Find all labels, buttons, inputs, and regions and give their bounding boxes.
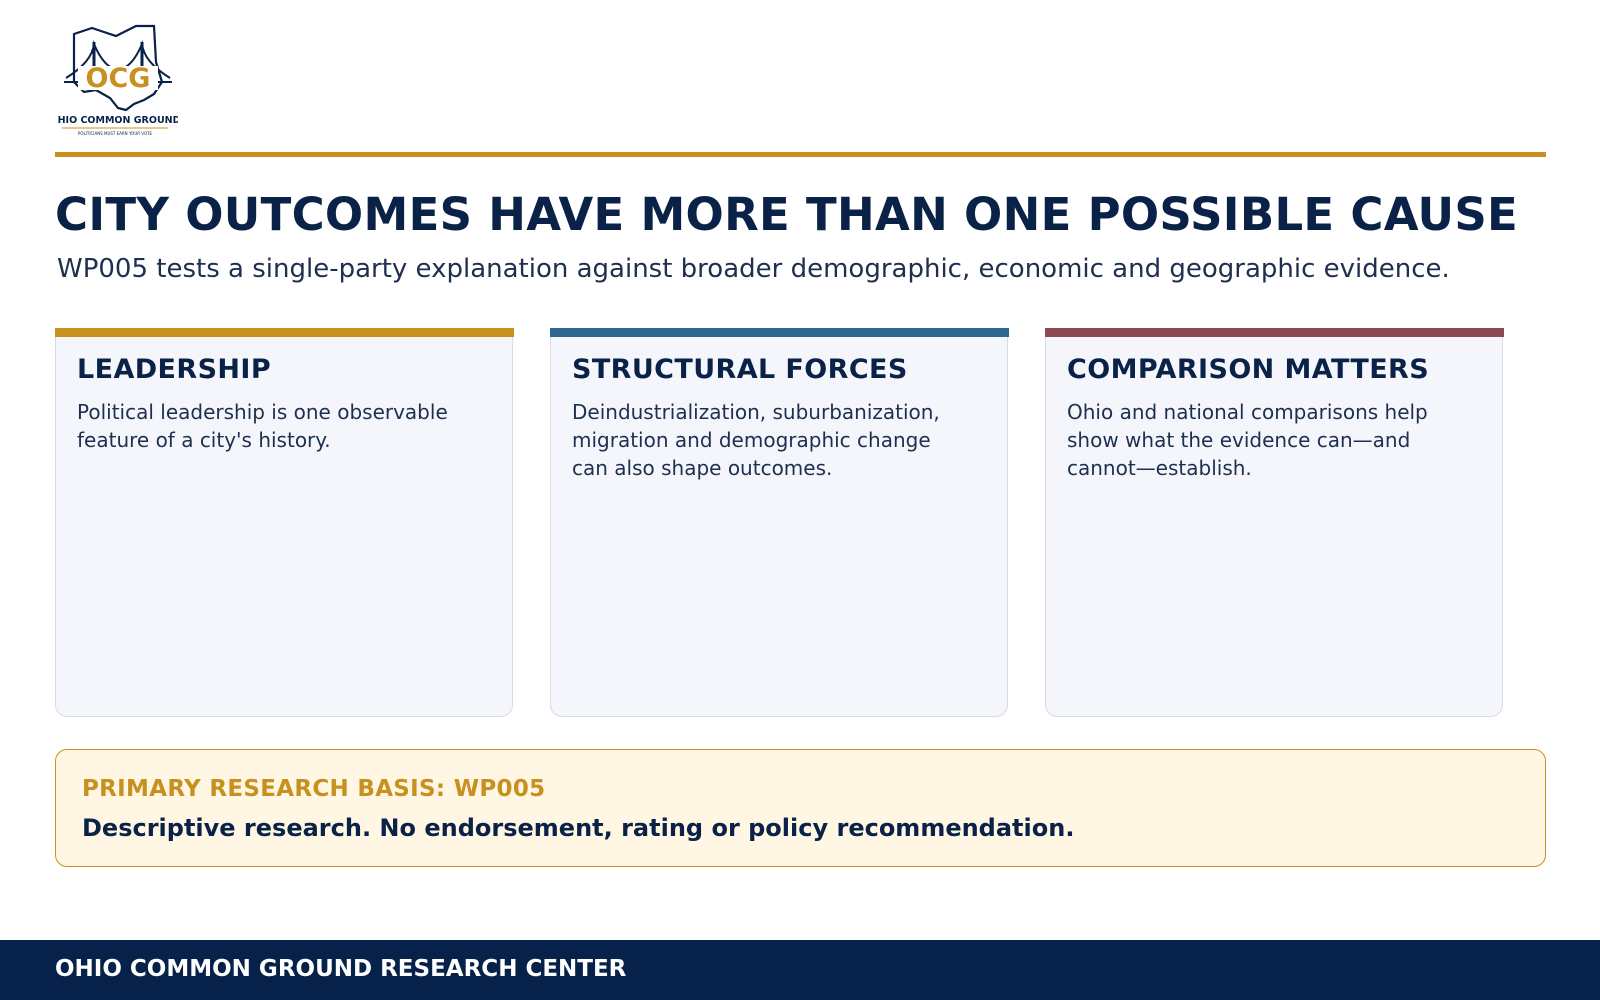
card-title: STRUCTURAL FORCES	[572, 354, 908, 385]
page-title: CITY OUTCOMES HAVE MORE THAN ONE POSSIBL…	[55, 188, 1519, 241]
card-bar	[54, 328, 514, 337]
card-text: Deindustrialization, suburbanization, mi…	[572, 400, 940, 480]
logo-initials: OCG	[86, 63, 151, 94]
footer: OHIO COMMON GROUND RESEARCH CENTER	[0, 940, 1600, 1000]
card-title: LEADERSHIP	[77, 354, 272, 385]
card-bar	[549, 328, 1009, 337]
card-text: Political leadership is one observable f…	[77, 400, 448, 452]
note-label: PRIMARY RESEARCH BASIS: WP005	[82, 776, 546, 802]
card-bar	[1044, 328, 1504, 337]
logo: OCG OHIO COMMON GROUND POLITICIANS MUST …	[58, 24, 178, 136]
card-text: Ohio and national comparisons help show …	[1067, 400, 1428, 480]
logo-text-bg	[78, 66, 158, 90]
logo-tagline: POLITICIANS MUST EARN YOUR VOTE	[78, 131, 153, 136]
card-title: COMPARISON MATTERS	[1067, 354, 1430, 385]
logo-name: OHIO COMMON GROUND	[58, 115, 178, 126]
note-box: PRIMARY RESEARCH BASIS: WP005 Descriptiv…	[55, 749, 1546, 867]
header-rule	[55, 152, 1546, 157]
note-text: Descriptive research. No endorsement, ra…	[82, 814, 1075, 842]
card: STRUCTURAL FORCES Deindustrialization, s…	[549, 328, 1009, 717]
card: COMPARISON MATTERS Ohio and national com…	[1044, 328, 1504, 717]
card: LEADERSHIP Political leadership is one o…	[54, 328, 514, 717]
logo-outline	[72, 24, 164, 112]
footer-text: OHIO COMMON GROUND RESEARCH CENTER	[55, 956, 627, 982]
page-subtitle: WP005 tests a single-party explanation a…	[57, 254, 1450, 284]
